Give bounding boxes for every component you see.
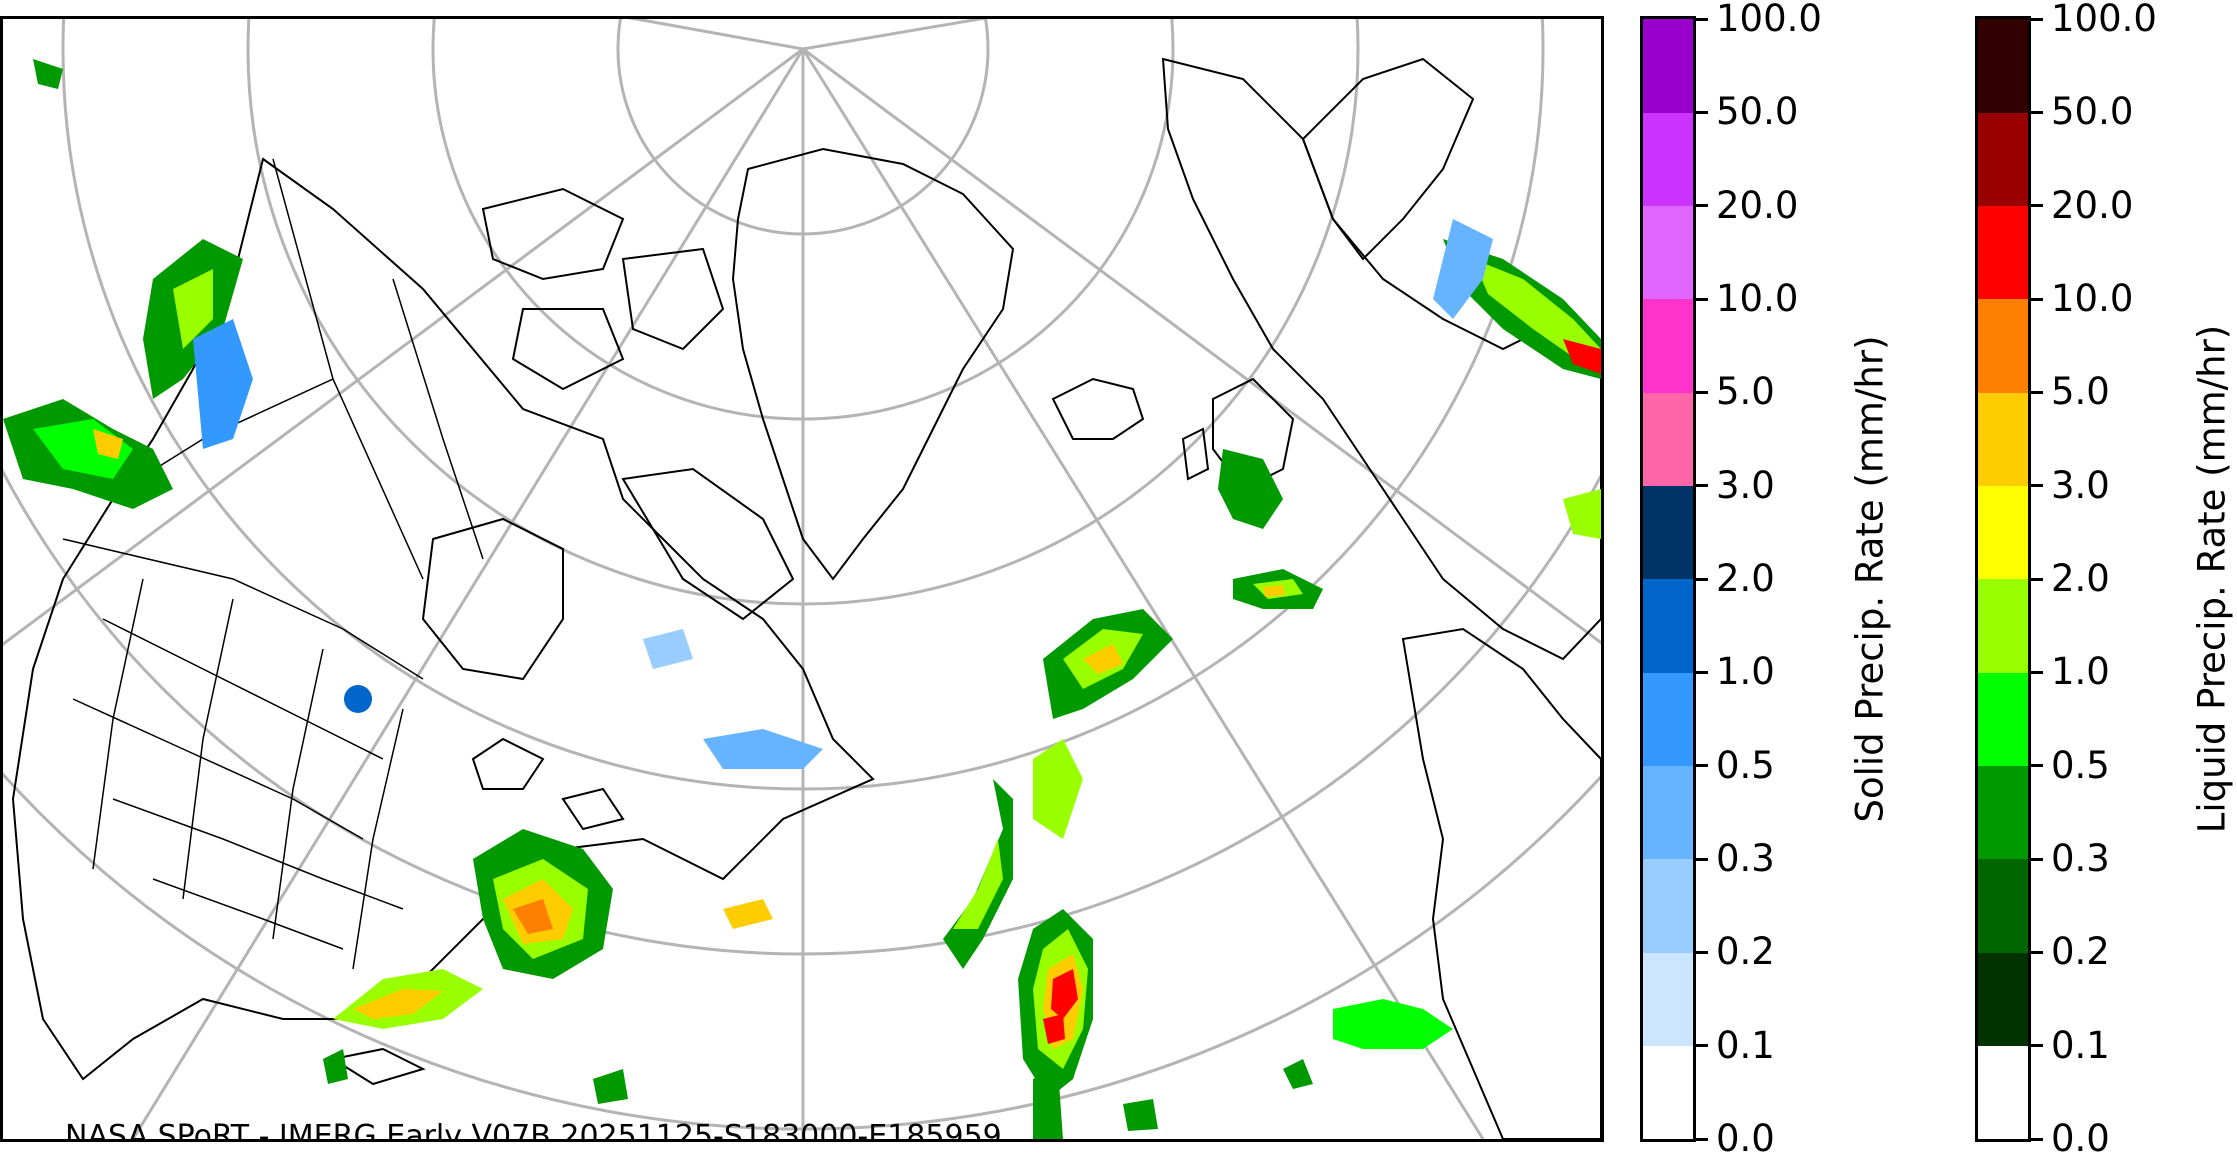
solid-precip-tick-label: 10.0: [1716, 277, 1799, 320]
liquid-precip-colorbar-ticks: 0.0 0.1 0.2 0.3 0.5 1.0 2.0 3.0 5.0 10.0 20.0 50.0 1…: [2031, 0, 2171, 1160]
solid-precip-tick-label: 1.0: [1716, 650, 1775, 694]
liquid-precip-color-band: [1978, 205, 2028, 300]
solid-precip-color-band: [1643, 19, 1693, 113]
solid-precip-color-band: [1643, 952, 1693, 1047]
solid-precip-colorbar-title: Solid Precip. Rate (mm/hr): [1848, 335, 1892, 823]
solid-precip-color-band: [1643, 299, 1693, 393]
solid-precip-tick-label: 0.5: [1716, 743, 1775, 787]
precip-ohio-valley: [333, 829, 773, 1029]
solid-precip-tick-label: 20.0: [1716, 183, 1799, 227]
solid-precip-tick-label: 2.0: [1716, 557, 1775, 600]
solid-precip-colorbar-ticks: 0.0 0.1 0.2 0.3 0.5 1.0 2.0 3.0 5.0 10.0 20.0 50.0 1…: [1696, 0, 1836, 1160]
precip-europe: [1433, 219, 1601, 539]
solid-precip-tick-label: 3.0: [1716, 463, 1775, 507]
political-borders: [62, 158, 484, 970]
liquid-precip-tick-label: 5.0: [2051, 370, 2110, 414]
liquid-precip-color-band: [1978, 1045, 2028, 1140]
solid-precip-colorbar: [1640, 16, 1696, 1142]
liquid-precip-tick-label: 0.1: [2051, 1023, 2110, 1067]
solid-precip-color-band: [1643, 112, 1693, 207]
liquid-precip-colorbar-title: Liquid Precip. Rate (mm/hr): [2190, 324, 2234, 834]
liquid-precip-tick-label: 50.0: [2051, 90, 2134, 134]
solid-precip-color-band: [1643, 859, 1693, 953]
graticule: [3, 19, 1601, 1139]
liquid-precip-color-band: [1978, 112, 2028, 207]
liquid-precip-color-band: [1978, 672, 2028, 767]
liquid-precip-color-band: [1978, 19, 2028, 113]
precip-snow-central: [344, 629, 823, 769]
precip-tropics: [323, 999, 1453, 1131]
solid-precip-tick-label: 0.3: [1716, 837, 1775, 880]
liquid-precip-tick-label: 20.0: [2051, 183, 2134, 227]
liquid-precip-color-band: [1978, 952, 2028, 1047]
precipitation-field: [3, 59, 1601, 1139]
map-panel: NASA SPoRT - IMERG Early V07B 20251125-S…: [0, 16, 1604, 1142]
liquid-precip-tick-label: 3.0: [2051, 463, 2110, 507]
liquid-precip-color-band: [1978, 859, 2028, 953]
liquid-precip-tick-label: 0.0: [2051, 1117, 2110, 1160]
solid-precip-tick-label: 5.0: [1716, 370, 1775, 414]
liquid-precip-colorbar: [1975, 16, 2031, 1142]
solid-precip-color-band: [1643, 579, 1693, 673]
data-credit-label: NASA SPoRT - IMERG Early V07B 20251125-S…: [65, 1119, 1002, 1142]
precip-north-atlantic: [1218, 449, 1323, 609]
liquid-precip-tick-label: 2.0: [2051, 557, 2110, 600]
precip-atlantic-bands: [943, 609, 1173, 1139]
solid-precip-tick-label: 0.2: [1716, 930, 1775, 974]
liquid-precip-tick-label: 0.3: [2051, 837, 2110, 880]
solid-precip-color-band: [1643, 392, 1693, 487]
solid-precip-color-band: [1643, 1045, 1693, 1140]
solid-precip-color-band: [1643, 485, 1693, 580]
liquid-precip-color-band: [1978, 485, 2028, 580]
liquid-precip-color-band: [1978, 299, 2028, 393]
liquid-precip-tick-label: 0.2: [2051, 930, 2110, 974]
solid-precip-tick-label: 0.1: [1716, 1023, 1775, 1067]
solid-precip-color-band: [1643, 205, 1693, 300]
liquid-precip-tick-label: 0.5: [2051, 743, 2110, 787]
solid-precip-tick-label: 100.0: [1716, 0, 1822, 40]
solid-precip-tick-label: 0.0: [1716, 1117, 1775, 1160]
liquid-precip-tick-label: 1.0: [2051, 650, 2110, 694]
liquid-precip-tick-label: 10.0: [2051, 277, 2134, 320]
map-canvas: [3, 19, 1601, 1139]
solid-precip-color-band: [1643, 765, 1693, 860]
solid-precip-color-band: [1643, 672, 1693, 767]
precip-pacific-nw: [3, 59, 253, 509]
liquid-precip-tick-label: 100.0: [2051, 0, 2157, 40]
liquid-precip-color-band: [1978, 392, 2028, 487]
liquid-precip-color-band: [1978, 579, 2028, 673]
liquid-precip-color-band: [1978, 765, 2028, 860]
solid-precip-tick-label: 50.0: [1716, 90, 1799, 134]
